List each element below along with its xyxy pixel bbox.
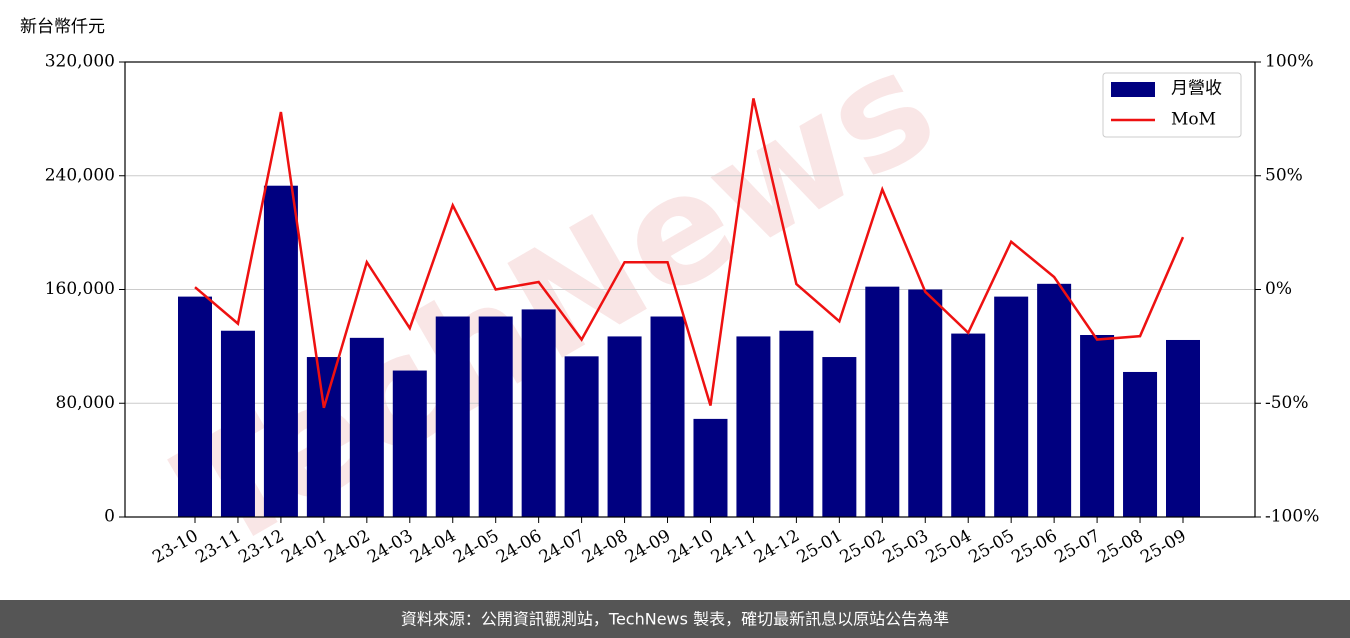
x-tick-label: 24-04 [407, 526, 459, 568]
bar [435, 316, 470, 517]
x-tick-label: 25-02 [837, 526, 889, 568]
y2-tick-label: 50% [1265, 165, 1303, 185]
plot-frame [124, 61, 1256, 518]
x-tick-label: 24-12 [751, 526, 803, 568]
x-tick-label: 24-03 [364, 526, 416, 568]
bar [220, 330, 255, 517]
bar [178, 296, 212, 517]
bar [607, 336, 642, 517]
y-tick-label: 320,000 [45, 52, 115, 72]
line [194, 98, 1185, 409]
bar [1080, 335, 1115, 517]
unit-label: 新台幣仟元 [20, 17, 105, 37]
bar [478, 316, 513, 517]
bar [822, 357, 857, 517]
bar [779, 330, 814, 517]
x-tick-label: 24-07 [536, 526, 588, 568]
x-tick-label: 23-10 [149, 526, 201, 568]
x-tick-label: 25-04 [923, 526, 975, 568]
x-tick-label: 25-01 [794, 526, 846, 568]
legend-label: 月營收 [1171, 79, 1222, 99]
bar [521, 309, 556, 517]
bar [306, 357, 341, 517]
y2-tick-label: 100% [1265, 52, 1314, 72]
y-tick-label: 0 [104, 507, 115, 527]
y-tick-label: 240,000 [45, 165, 115, 185]
bar [392, 370, 427, 517]
bar [1123, 371, 1158, 517]
bar [951, 333, 986, 517]
bar [736, 336, 771, 517]
footer-bar [0, 600, 1350, 638]
legend-swatch [1111, 82, 1155, 97]
y-tick-label: 80,000 [56, 393, 115, 413]
bar [693, 418, 728, 517]
x-tick-label: 24-10 [665, 526, 717, 568]
x-tick-label: 25-06 [1008, 526, 1060, 568]
x-tick-label: 24-11 [708, 526, 760, 568]
x-tick-label: 24-06 [493, 526, 545, 568]
bar [564, 356, 599, 517]
bar [994, 296, 1029, 517]
y2-tick-label: -50% [1265, 393, 1309, 413]
bar [650, 316, 685, 517]
x-tick-label: 24-09 [622, 526, 674, 568]
legend-label: MoM [1171, 110, 1216, 130]
bar [1037, 283, 1072, 517]
x-tick-label: 25-03 [880, 526, 932, 568]
bar [1166, 339, 1200, 517]
y2-tick-label: 0% [1265, 279, 1292, 299]
x-tick-label: 24-08 [579, 526, 631, 568]
bar [908, 289, 943, 517]
y2-tick-label: -100% [1265, 507, 1319, 527]
x-tick-label: 25-07 [1051, 526, 1103, 568]
bar [263, 185, 298, 517]
x-tick-label: 25-08 [1094, 526, 1146, 568]
y-tick-label: 160,000 [45, 279, 115, 299]
x-tick-label: 25-09 [1137, 526, 1189, 568]
x-tick-label: 24-05 [450, 526, 502, 568]
bar [349, 337, 384, 517]
x-tick-label: 25-05 [965, 526, 1017, 568]
bar [865, 286, 900, 517]
footer: 資料來源：公開資訊觀測站，TechNews 製表，確切最新訊息以原站公告為準 [401, 610, 949, 629]
